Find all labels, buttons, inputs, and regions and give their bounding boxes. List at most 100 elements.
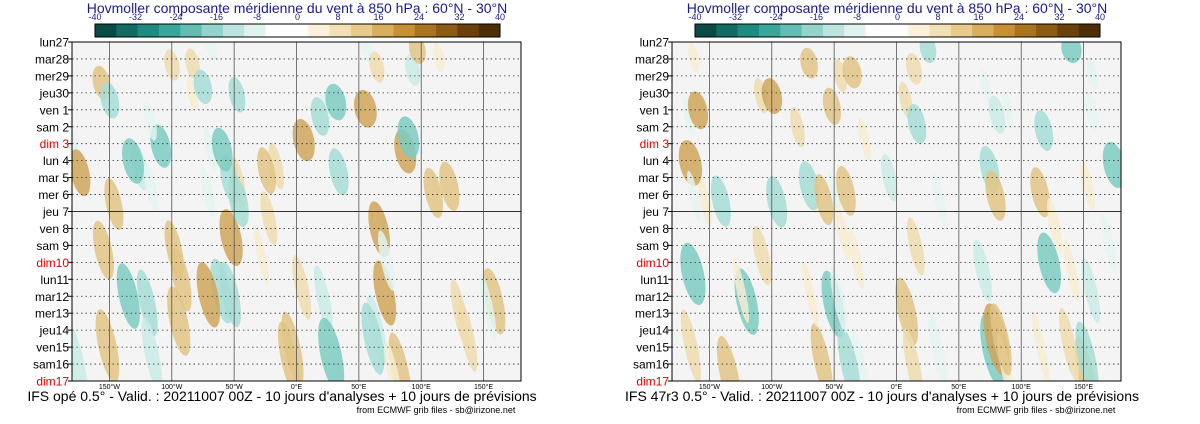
- chart-credit: from ECMWF grib files - sb@irizone.net: [957, 405, 1116, 415]
- colorbar-swatch: [329, 24, 352, 37]
- positive-anomaly: [858, 118, 871, 161]
- y-tick-label: jeu 7: [42, 205, 69, 219]
- colorbar-tick-label: 32: [1054, 12, 1064, 22]
- colorbar-swatch: [137, 24, 160, 37]
- positive-anomaly: [732, 258, 750, 323]
- y-tick-label: jeu14: [639, 324, 670, 338]
- colorbar-swatch: [222, 24, 245, 37]
- negative-anomaly: [851, 329, 871, 381]
- y-tick-label: mar28: [635, 52, 669, 66]
- y-tick-label: sam 9: [636, 239, 669, 253]
- colorbar-tick-label: 0: [895, 12, 900, 22]
- positive-anomaly: [268, 143, 285, 190]
- positive-anomaly: [72, 149, 91, 197]
- negative-anomaly: [228, 175, 249, 227]
- hovmoller-chart-ope: Hovmoller composante méridienne du vent …: [27, 0, 536, 415]
- negative-anomaly: [100, 82, 120, 119]
- positive-anomaly: [848, 229, 865, 290]
- y-tick-label: mer13: [35, 307, 69, 321]
- y-tick-label: dim17: [636, 375, 669, 389]
- colorbar: -40 -32 -24 -16 -8 0 8 16 24 32 40: [88, 12, 505, 38]
- positive-anomaly: [985, 170, 1006, 221]
- x-tick-label: 100°E: [1012, 383, 1031, 391]
- colorbar-swatch: [158, 24, 181, 37]
- positive-anomaly: [253, 225, 270, 286]
- negative-anomaly: [928, 313, 948, 381]
- colorbar-swatch: [372, 24, 394, 37]
- y-tick-label: dim10: [36, 256, 69, 270]
- colorbar-tick-label: -40: [88, 12, 101, 22]
- positive-anomaly: [814, 174, 834, 226]
- positive-anomaly: [802, 261, 819, 327]
- negative-anomaly: [1002, 90, 1014, 129]
- negative-anomaly: [318, 317, 345, 381]
- colorbar-swatch: [201, 24, 224, 37]
- positive-anomaly: [1032, 311, 1050, 381]
- negative-anomaly: [932, 173, 947, 225]
- colorbar-frame: [694, 23, 1101, 38]
- positive-anomaly: [790, 107, 805, 148]
- y-tick-label: sam 2: [36, 120, 69, 134]
- positive-anomaly: [423, 167, 444, 218]
- negative-anomaly: [228, 77, 246, 113]
- colorbar-swatch: [780, 24, 802, 37]
- colorbar-tick-label: -32: [729, 12, 742, 22]
- positive-anomaly: [697, 175, 713, 227]
- positive-anomaly: [369, 51, 385, 83]
- positive-anomaly: [842, 56, 862, 89]
- y-tick-label: jeu14: [39, 324, 70, 338]
- positive-anomaly: [170, 248, 192, 312]
- hovmoller-chart-47r3: Hovmoller composante méridienne du vent …: [625, 0, 1139, 415]
- colorbar-tick-label: -24: [769, 12, 782, 22]
- x-tick-label: 150°E: [1074, 383, 1093, 391]
- y-tick-label: ven 1: [40, 103, 70, 117]
- chart-caption: IFS 47r3 0.5° - Valid. : 20211007 00Z - …: [625, 388, 1139, 404]
- hovmoller-panel-47r3: Hovmoller composante méridienne du vent …: [600, 0, 1200, 424]
- colorbar-swatch: [865, 24, 888, 37]
- positive-anomaly: [219, 209, 243, 267]
- positive-anomaly: [186, 75, 199, 112]
- positive-anomaly: [292, 118, 315, 162]
- colorbar-swatch: [308, 24, 330, 37]
- negative-anomaly: [907, 104, 927, 144]
- positive-anomaly: [292, 255, 312, 320]
- y-tick-label: mer 6: [38, 188, 69, 202]
- negative-anomaly: [680, 242, 706, 306]
- positive-anomaly: [822, 87, 842, 125]
- negative-anomaly: [1037, 232, 1061, 294]
- negative-anomaly: [683, 97, 696, 136]
- positive-anomaly: [902, 328, 924, 381]
- positive-anomaly: [752, 225, 772, 286]
- positive-anomaly: [260, 191, 278, 246]
- colorbar-swatch: [116, 24, 139, 37]
- negative-anomaly: [219, 261, 241, 328]
- negative-anomaly: [325, 83, 347, 121]
- positive-anomaly: [257, 147, 276, 195]
- negative-anomaly: [328, 148, 349, 196]
- negative-anomaly: [122, 138, 145, 184]
- colorbar-swatch: [95, 24, 117, 37]
- positive-anomaly: [439, 161, 460, 211]
- negative-anomaly: [1086, 57, 1098, 91]
- colorbar-swatch: [350, 24, 373, 37]
- colorbar-tick-label: -8: [853, 12, 861, 22]
- positive-anomaly: [990, 303, 1012, 376]
- negative-anomaly: [141, 317, 163, 381]
- y-tick-label: ven15: [36, 341, 69, 355]
- positive-anomaly: [834, 203, 851, 260]
- negative-anomaly: [143, 101, 157, 141]
- y-tick-label: sam16: [33, 358, 69, 372]
- x-tick-label: 50°W: [226, 383, 244, 391]
- y-tick-label: ven 8: [40, 222, 70, 236]
- negative-anomaly: [193, 69, 213, 105]
- negative-anomaly: [397, 116, 420, 159]
- positive-anomaly: [185, 48, 200, 80]
- colorbar-swatch: [801, 24, 824, 37]
- positive-anomaly: [836, 165, 856, 216]
- colorbar-swatch: [180, 24, 202, 37]
- positive-anomaly: [906, 217, 925, 276]
- colorbar-tick-label: 24: [1014, 12, 1024, 22]
- y-tick-label: dim 3: [40, 137, 70, 151]
- colorbar-tick-label: -16: [210, 12, 223, 22]
- colorbar-swatch: [695, 24, 717, 37]
